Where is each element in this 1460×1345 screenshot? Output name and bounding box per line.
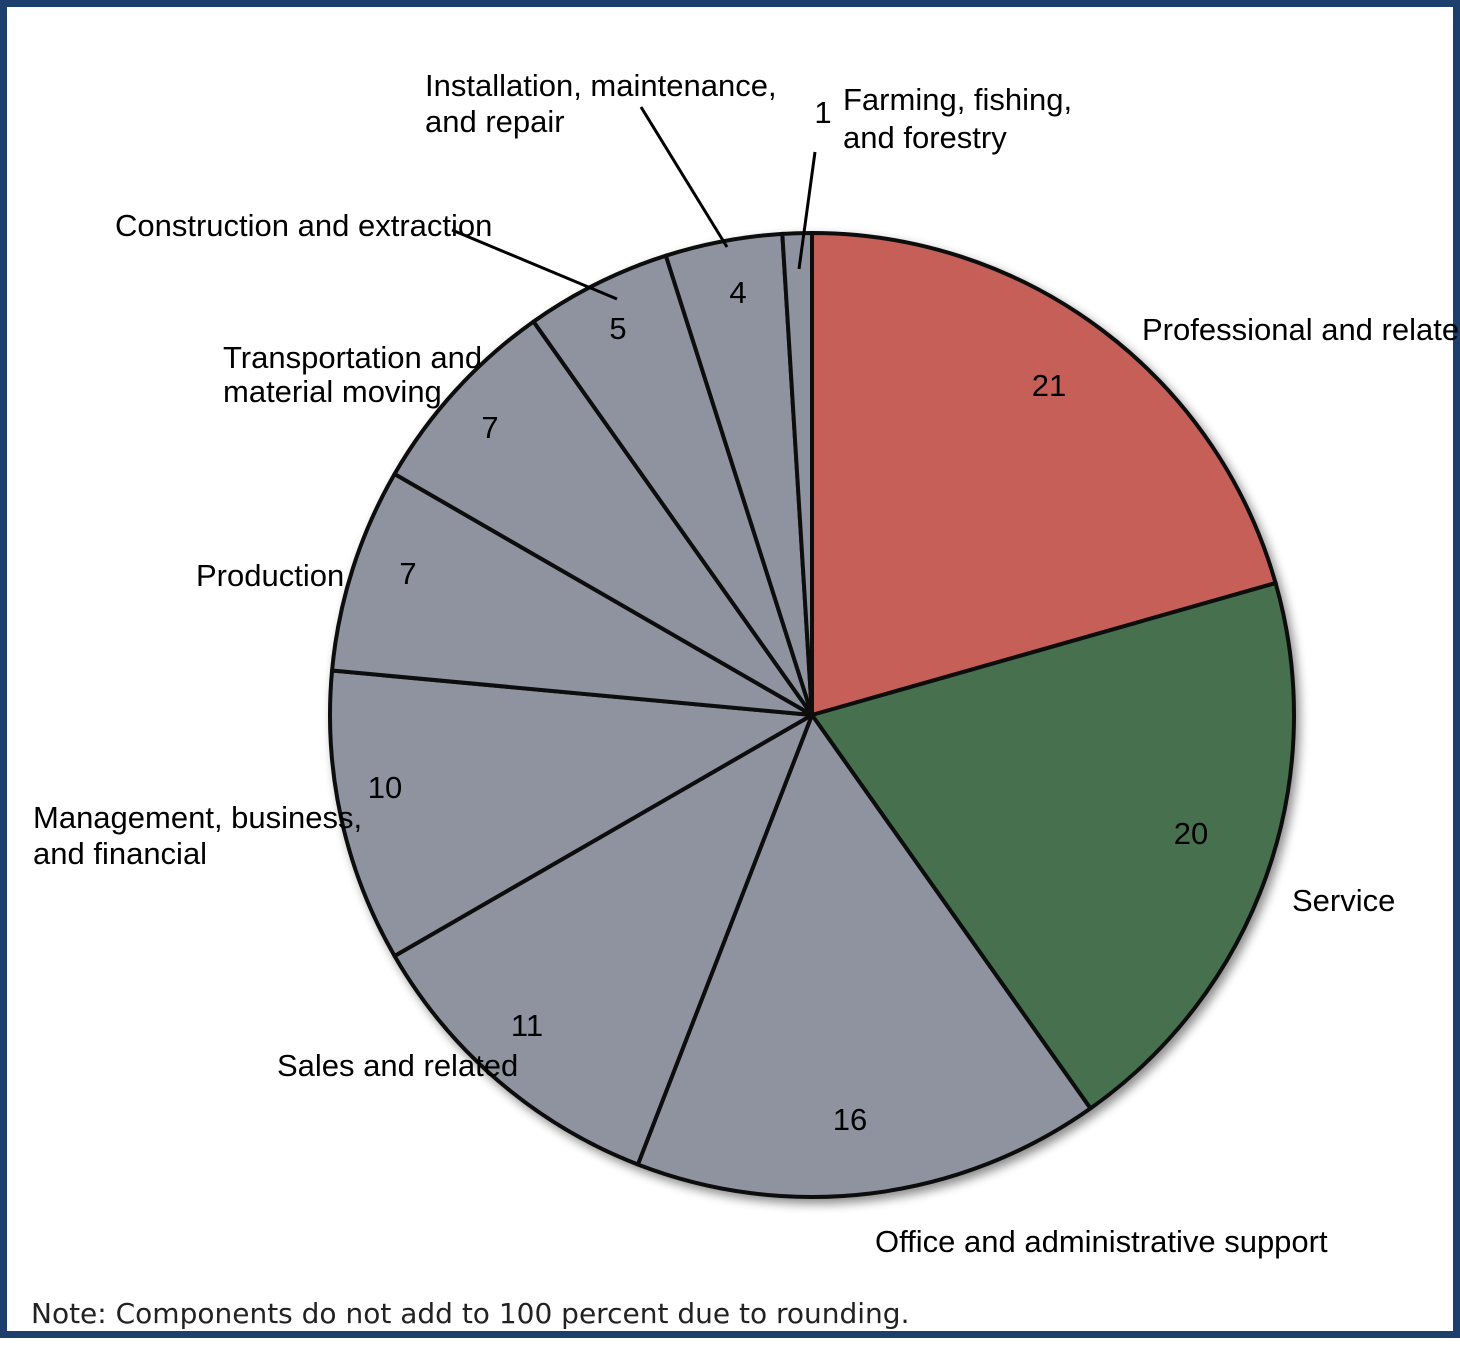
value-label-installation-maintenance-and-repair: 4 (729, 275, 746, 310)
pie-slice-professional-and-related (810, 231, 1278, 717)
category-label-sales-and-related: Sales and related (277, 1048, 518, 1083)
pie-slice-construction-and-extraction (531, 253, 814, 717)
category-label-office-and-administrative-support: Office and administrative support (875, 1224, 1328, 1259)
value-label-production: 7 (399, 556, 416, 591)
pie-slice-sales-and-related (392, 713, 814, 1167)
value-label-farming-fishing-and-forestry: 1 (814, 95, 831, 130)
category-label-production: Production (196, 558, 344, 593)
category-label-service: Service (1292, 883, 1395, 918)
pie-slice-farming-fishing-and-forestry (780, 230, 814, 717)
category-label-professional-and-related: Professional and related (1142, 312, 1460, 347)
leader-line-construction-and-extraction (451, 228, 618, 301)
value-label-construction-and-extraction: 5 (609, 311, 626, 346)
leader-line-installation-maintenance-and-repair (639, 106, 729, 248)
pie-slice-production (330, 472, 814, 717)
value-label-professional-and-related: 21 (1032, 368, 1066, 403)
value-label-service: 20 (1174, 816, 1208, 851)
pie-chart: 21 20 16 11 10 7 7 5 4 1 Professional and related… (33, 68, 1460, 1259)
category-label-management-business-and-financial: Management, business, and financial (33, 800, 362, 871)
leader-line-farming-fishing-and-forestry (797, 151, 817, 270)
value-label-transportation-and-material-moving: 7 (481, 410, 498, 445)
category-label-farming-fishing-and-forestry: Farming, fishing, and forestry (843, 82, 1072, 155)
category-label-construction-and-extraction: Construction and extraction (115, 208, 492, 243)
value-label-office-and-administrative-support: 16 (833, 1102, 867, 1137)
pie-slice-service (810, 581, 1296, 1111)
pie-slice-management-business-and-financial (328, 668, 814, 958)
value-label-sales-and-related: 11 (511, 1008, 543, 1043)
category-label-transportation-and-material-moving: Transportation and material moving (223, 340, 482, 409)
pie-slice-transportation-and-material-moving (392, 319, 814, 717)
value-label-management-business-and-financial: 10 (368, 770, 402, 805)
chart-note: Note: Components do not add to 100 perce… (31, 1297, 910, 1330)
pie-slice-office-and-administrative-support (635, 713, 1093, 1199)
category-label-installation-maintenance-and-repair: Installation, maintenance, and repair (425, 68, 777, 139)
